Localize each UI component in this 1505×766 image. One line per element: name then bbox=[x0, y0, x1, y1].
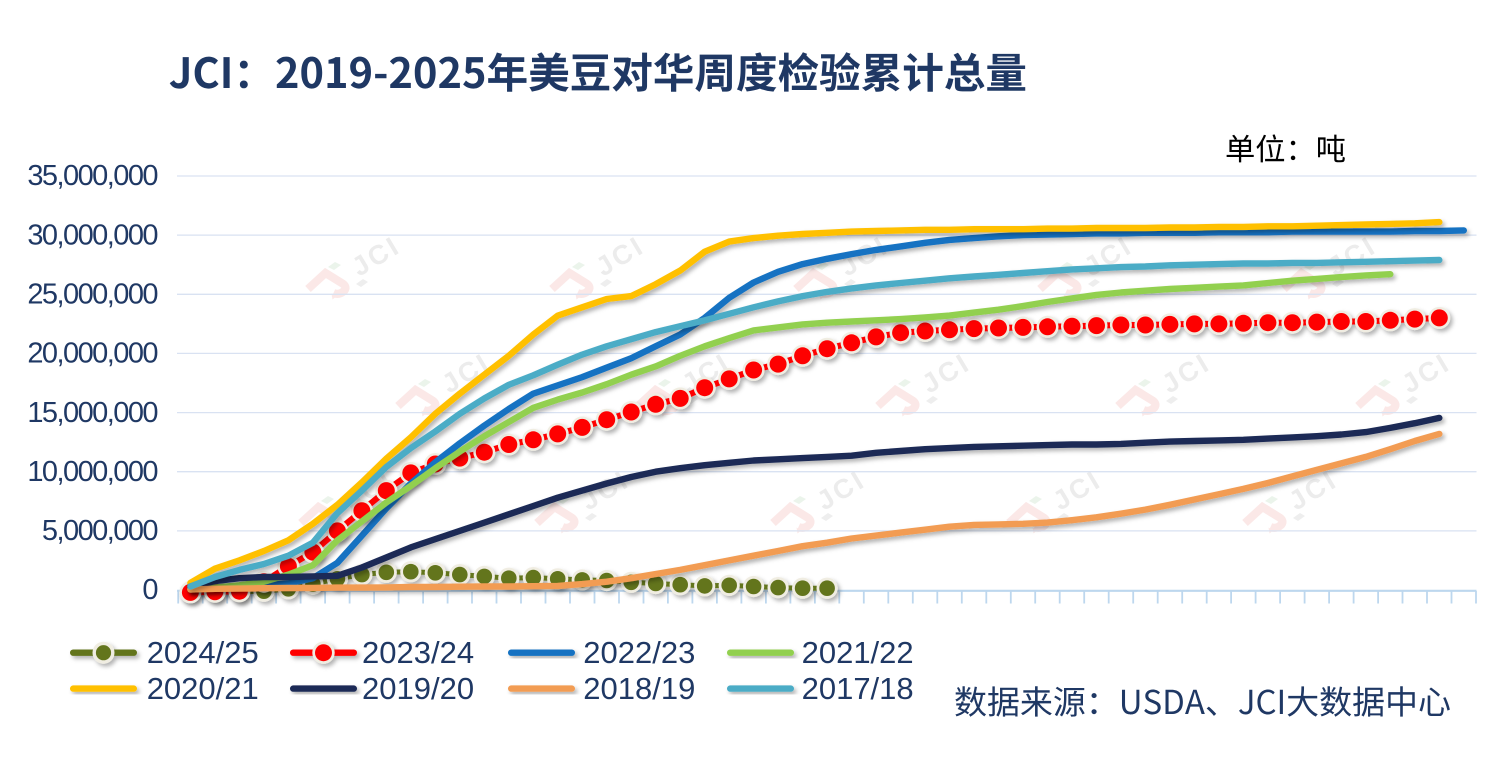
svg-text:0: 0 bbox=[142, 574, 157, 606]
svg-text:2018/19: 2018/19 bbox=[583, 671, 695, 706]
svg-text:10,000,000: 10,000,000 bbox=[27, 456, 157, 488]
svg-text:2020/21: 2020/21 bbox=[147, 671, 259, 706]
svg-text:30,000,000: 30,000,000 bbox=[27, 219, 157, 251]
svg-text:5,000,000: 5,000,000 bbox=[42, 515, 157, 547]
svg-text:2022/23: 2022/23 bbox=[583, 635, 695, 670]
svg-text:20,000,000: 20,000,000 bbox=[27, 338, 157, 370]
svg-text:2024/25: 2024/25 bbox=[147, 635, 259, 670]
svg-text:2021/22: 2021/22 bbox=[802, 635, 914, 670]
svg-text:15,000,000: 15,000,000 bbox=[27, 397, 157, 429]
svg-text:2017/18: 2017/18 bbox=[802, 671, 914, 706]
svg-text:2023/24: 2023/24 bbox=[362, 635, 474, 670]
svg-text:25,000,000: 25,000,000 bbox=[27, 279, 157, 311]
svg-text:2019/20: 2019/20 bbox=[362, 671, 474, 706]
svg-text:35,000,000: 35,000,000 bbox=[27, 160, 157, 192]
